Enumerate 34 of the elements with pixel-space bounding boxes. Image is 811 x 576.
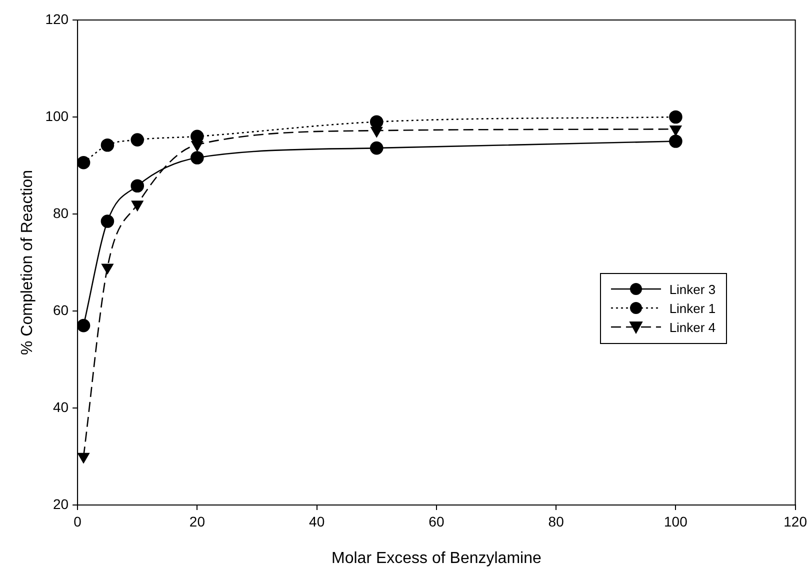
- x-tick-label: 0: [74, 513, 82, 530]
- point: [78, 452, 90, 464]
- x-tick-label: 120: [784, 513, 808, 530]
- point: [78, 156, 90, 170]
- x-tick-label: 80: [548, 513, 564, 530]
- y-tick-label: 120: [45, 10, 69, 27]
- point: [370, 115, 384, 128]
- point: [130, 133, 144, 146]
- y-tick-label: 100: [45, 108, 69, 124]
- y-axis-title: % Completion of Reaction: [19, 170, 36, 355]
- point: [100, 214, 114, 228]
- y-tick-label: 60: [52, 302, 69, 318]
- point: [130, 179, 144, 193]
- point: [669, 110, 682, 124]
- x-tick-label: 100: [664, 513, 688, 530]
- x-tick-label: 60: [428, 513, 444, 530]
- point: [370, 141, 384, 155]
- point: [78, 318, 90, 332]
- legend-label: Linker 3: [669, 282, 716, 296]
- point: [100, 138, 114, 152]
- x-tick-label: 40: [309, 513, 325, 530]
- legend-label: Linker 1: [669, 300, 716, 316]
- point: [370, 126, 382, 138]
- y-tick-label: 80: [52, 204, 69, 221]
- point: [670, 125, 682, 136]
- legend-label: Linker 4: [669, 320, 716, 334]
- x-axis-title: Molar Excess of Benzylamine: [332, 550, 542, 567]
- y-tick-label: 20: [52, 496, 69, 512]
- point: [132, 200, 144, 211]
- x-tick-label: 20: [189, 513, 206, 530]
- point: [190, 151, 204, 164]
- point: [102, 264, 114, 274]
- y-tick-label: 40: [52, 398, 69, 415]
- point: [669, 134, 682, 148]
